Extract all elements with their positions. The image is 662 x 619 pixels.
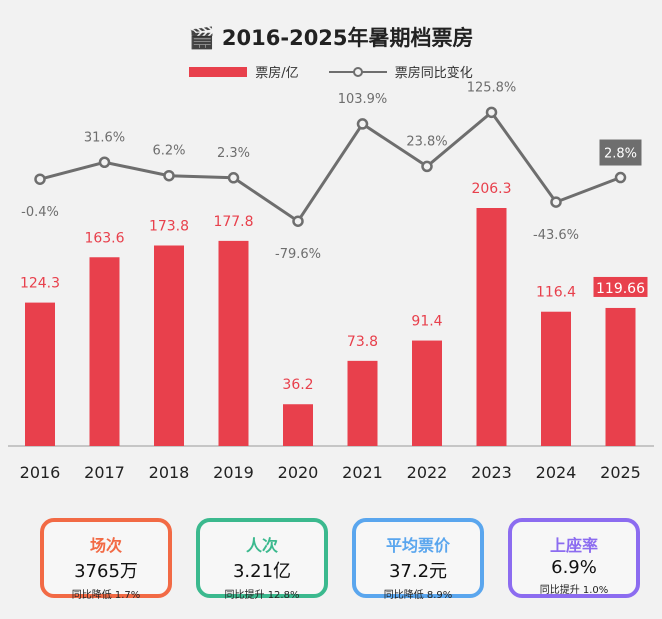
bar <box>605 307 636 446</box>
bar-label-box <box>593 276 648 297</box>
bar <box>412 340 442 446</box>
card-title: 场次 <box>89 536 122 555</box>
bar <box>25 302 55 446</box>
stat-card: 平均票价 37.2元同比降低 8.9% <box>352 518 484 601</box>
line-data-label: -0.4% <box>21 205 59 220</box>
line-data-label: 31.6% <box>84 130 125 145</box>
line-point <box>98 156 111 169</box>
x-tick-label: 2018 <box>149 463 190 482</box>
card-title: 人次 <box>245 536 278 555</box>
card-value: 37.2元 <box>388 561 448 582</box>
line-point <box>34 173 46 185</box>
line-point <box>163 169 175 182</box>
clapperboard-icon: 🎬 <box>188 26 222 50</box>
stat-card: 人次 3.21亿同比提升 12.8% <box>196 518 328 601</box>
legend-swatch-line <box>328 66 387 77</box>
bar-data-label: 116.4 <box>536 285 576 301</box>
card-title: 上座率 <box>549 536 598 555</box>
x-tick-label: 2017 <box>84 463 125 482</box>
x-tick-label: 2021 <box>342 463 383 482</box>
stat-cards: 场次 3765万同比降低 1.7% 人次 3.21亿同比提升 12.8% 平均票价 37.… <box>40 518 640 601</box>
bar <box>89 257 120 446</box>
card-value: 3765万 <box>74 561 138 582</box>
x-tick-label: 2020 <box>278 463 319 482</box>
line-data-label: 2.8% <box>604 147 637 162</box>
stat-card: 上座率 6.9% 同比提升 1.0% <box>508 518 640 598</box>
line-point <box>421 160 433 173</box>
stat-card: 场次 3765万同比降低 1.7% <box>40 518 172 601</box>
line-data-label: 125.8% <box>467 80 517 95</box>
bar-data-label: 36.2 <box>282 377 313 393</box>
line-point <box>550 196 562 208</box>
line-data-label: 6.2% <box>152 144 185 159</box>
line-point <box>485 106 498 119</box>
bar <box>476 208 507 446</box>
legend-item-bar: 票房/亿 <box>189 62 299 81</box>
bar <box>283 404 313 446</box>
bar <box>154 245 184 446</box>
x-tick-label: 2016 <box>20 463 61 482</box>
card-value: 6.9% <box>551 557 597 578</box>
legend: 票房/亿 票房同比变化 <box>0 62 662 81</box>
line-point <box>227 172 240 184</box>
bar-data-label: 173.8 <box>149 218 189 234</box>
bar <box>218 240 249 446</box>
line-point <box>292 215 304 227</box>
plot-area: 124.3 2016 163.6 2017 173.8 2018 177.8 2019 36.2… <box>8 80 654 482</box>
bar-data-label: 177.8 <box>213 214 253 230</box>
bar-data-label: 91.4 <box>411 314 442 330</box>
x-tick-label: 2025 <box>600 463 641 482</box>
legend-item-line: 票房同比变化 <box>328 62 473 81</box>
line-data-label: 103.9% <box>338 92 388 107</box>
card-change: 同比降低 1.7% <box>71 590 141 601</box>
bar-data-label: 124.3 <box>20 276 60 292</box>
line-data-label: 23.8% <box>406 134 447 149</box>
line-label-box <box>599 139 642 166</box>
legend-swatch-bar <box>189 66 248 77</box>
bar-data-label: 163.6 <box>84 230 124 246</box>
line-data-label: 2.3% <box>217 146 250 161</box>
bar-data-label: 206.3 <box>471 181 511 197</box>
line-point <box>614 171 627 184</box>
bar <box>541 311 571 446</box>
chart-title: 🎬 2016-2025年暑期档票房 <box>188 26 474 50</box>
bar <box>347 360 378 446</box>
x-tick-label: 2019 <box>213 463 254 482</box>
x-tick-label: 2022 <box>407 463 448 482</box>
line-point <box>356 118 369 130</box>
x-tick-label: 2023 <box>471 463 512 482</box>
bar-data-label: 119.66 <box>596 281 645 297</box>
card-change: 同比提升 1.0% <box>539 585 609 596</box>
card-title: 平均票价 <box>385 536 450 555</box>
bar-data-label: 73.8 <box>347 334 378 350</box>
card-change: 同比降低 8.9% <box>383 590 453 601</box>
line-data-label: -79.6% <box>275 247 321 262</box>
line-data-label: -43.6% <box>533 228 579 243</box>
x-tick-label: 2024 <box>536 463 577 482</box>
card-change: 同比提升 12.8% <box>224 590 300 601</box>
line-series <box>39 110 622 224</box>
card-value: 3.21亿 <box>232 561 292 582</box>
